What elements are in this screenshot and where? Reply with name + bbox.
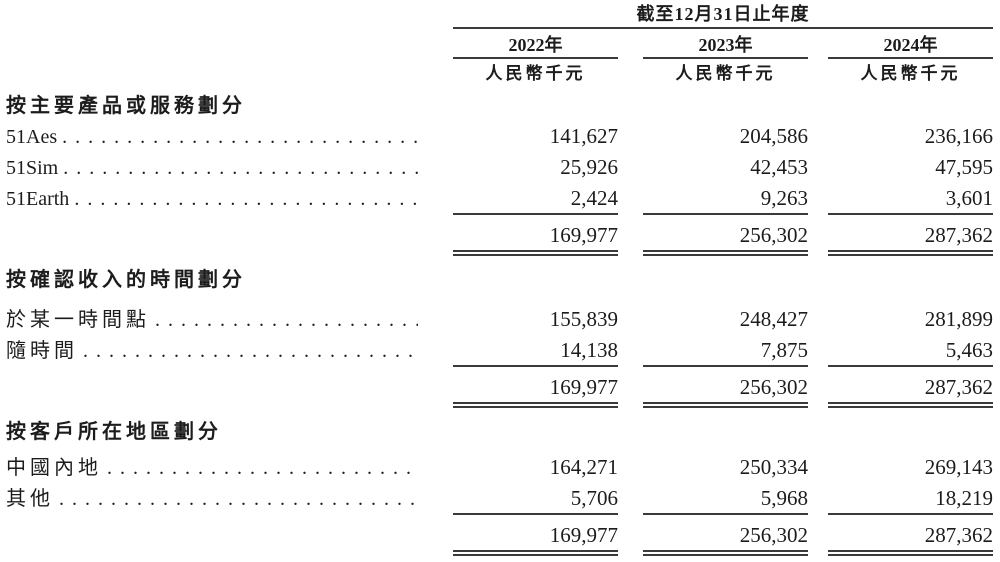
total-value: 169,977 [453,215,618,256]
dot-leader [102,453,418,483]
cell-value: 164,271 [549,455,618,479]
cell-value: 5,706 [453,483,618,515]
section-header-timing: 按確認收入的時間劃分 [6,269,246,291]
year-header-2023: 2023年 [643,35,808,59]
table-row-others: 其他 5,706 5,968 18,219 [6,483,1000,515]
cell-value: 2,424 [453,183,618,215]
period-header-row: 截至12月31日止年度 [6,4,1000,29]
total-value: 256,302 [643,515,808,556]
year-header-2024: 2024年 [828,35,993,59]
dot-leader [78,336,418,366]
table-row-mainland-china: 中國內地 164,271 250,334 269,143 [6,452,1000,483]
section-total-row-products: 169,977 256,302 287,362 [6,215,1000,256]
row-label: 隨時間 [6,340,78,362]
unit-header: 人民幣千元 [675,64,776,83]
row-label-cell: 其他 [6,484,418,514]
dot-leader [54,484,418,514]
cell-value: 25,926 [560,155,618,179]
unit-header: 人民幣千元 [485,64,586,83]
cell-value: 5,463 [828,335,993,367]
dot-leader [57,122,418,152]
row-label-cell: 中國內地 [6,453,418,483]
section-header-products: 按主要產品或服務劃分 [6,95,246,117]
total-value: 256,302 [643,215,808,256]
cell-value: 141,627 [549,124,618,148]
cell-value: 3,601 [828,183,993,215]
section-header-geography: 按客戶所在地區劃分 [6,421,222,443]
total-value: 256,302 [643,367,808,408]
cell-value: 281,899 [924,307,993,331]
table-row-51aes: 51Aes 141,627 204,586 236,166 [6,121,1000,152]
cell-value: 9,263 [643,183,808,215]
row-label-cell: 隨時間 [6,336,418,366]
cell-value: 42,453 [750,155,808,179]
total-value: 287,362 [828,515,993,556]
row-label: 中國內地 [6,457,102,479]
table-row-point-in-time: 於某一時間點 155,839 248,427 281,899 [6,304,1000,335]
cell-value: 250,334 [739,455,808,479]
cell-value: 7,875 [643,335,808,367]
row-label: 其他 [6,488,54,510]
unit-header-row: 人民幣千元 人民幣千元 人民幣千元 [6,62,1000,86]
cell-value: 47,595 [935,155,993,179]
row-label-cell: 51Aes [6,122,418,152]
cell-value: 248,427 [739,307,808,331]
row-label-cell: 51Sim [6,153,418,183]
unit-header: 人民幣千元 [860,64,961,83]
row-label: 於某一時間點 [6,309,150,331]
dot-leader [58,153,418,183]
row-label: 51Aes [6,126,58,148]
total-value: 287,362 [828,215,993,256]
total-value: 287,362 [828,367,993,408]
row-label-cell: 51Earth [6,184,418,214]
table-row-over-time: 隨時間 14,138 7,875 5,463 [6,335,1000,367]
period-header: 截至12月31日止年度 [453,4,993,29]
cell-value: 18,219 [828,483,993,515]
cell-value: 14,138 [453,335,618,367]
cell-value: 269,143 [924,455,993,479]
dot-leader [150,305,418,335]
table-row-51sim: 51Sim 25,926 42,453 47,595 [6,152,1000,183]
section-total-row-geography: 169,977 256,302 287,362 [6,515,1000,556]
row-label-cell: 於某一時間點 [6,305,418,335]
total-value: 169,977 [453,367,618,408]
table-row-51earth: 51Earth 2,424 9,263 3,601 [6,183,1000,215]
section-total-row-timing: 169,977 256,302 287,362 [6,367,1000,408]
cell-value: 155,839 [549,307,618,331]
cell-value: 5,968 [643,483,808,515]
row-label: 51Earth [6,188,70,210]
row-label: 51Sim [6,157,59,179]
year-header-2022: 2022年 [453,35,618,59]
total-value: 169,977 [453,515,618,556]
cell-value: 204,586 [739,124,808,148]
dot-leader [69,184,418,214]
cell-value: 236,166 [924,124,993,148]
year-header-row: 2022年 2023年 2024年 [6,35,1000,59]
